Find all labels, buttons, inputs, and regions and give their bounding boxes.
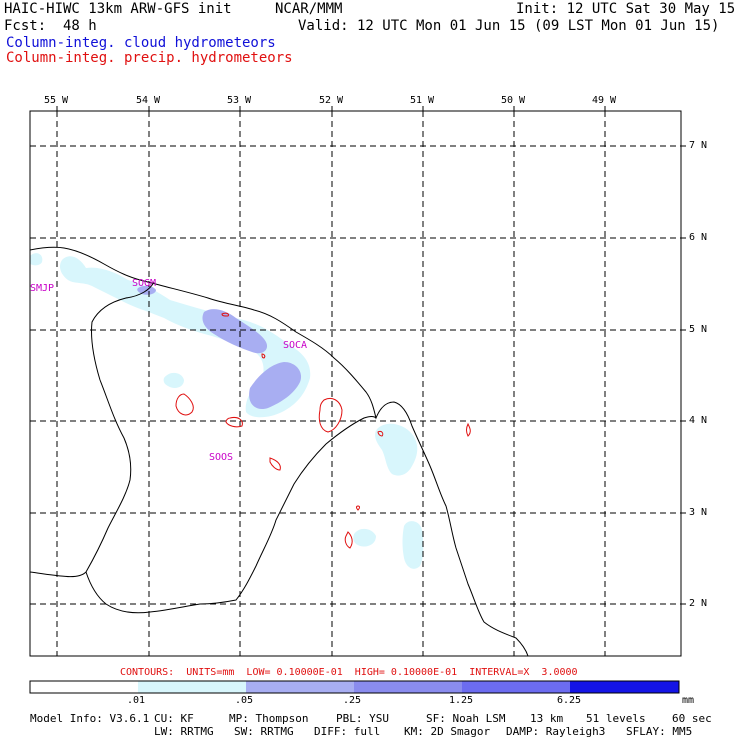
model-info-res: 13 km [530,712,564,725]
model-info-levels: 51 levels [586,712,646,725]
organization: NCAR/MMM [275,1,343,17]
station-label: SMJP [30,283,55,294]
colorbar-tick: 6.25 [557,695,582,706]
lon-label-52w: 52 W [319,95,344,106]
colorbar-bin-0 [30,681,138,693]
lon-label-51w: 51 W [410,95,435,106]
init-time: Init: 12 UTC Sat 30 May 15 [516,1,736,17]
lon-label-50w: 50 W [501,95,526,106]
shade-light-islet [163,372,184,388]
lat-label-3n: 3 N [689,507,708,518]
cloud-shading [30,253,424,569]
model-info-pbl: PBL: YSU [336,712,389,725]
colorbar-bin-4 [462,681,570,693]
lat-label-2n: 2 N [689,598,708,609]
lat-label-4n: 4 N [689,415,708,426]
contour-6 [466,422,471,437]
model-info-cu: CU: KF [154,712,194,725]
lon-label-53w: 53 W [227,95,252,106]
precip-contours [175,312,471,549]
model-info-timestep: 60 sec [672,712,712,725]
colorbar-tick: .01 [127,695,146,706]
colorbar-frame [29,680,680,694]
colorbar-bin-2 [246,681,354,693]
shade-light-east-3 [353,528,376,547]
model-info-lw: LW: RRTMG [154,725,214,738]
map-frame [29,110,682,657]
contour-info: CONTOURS: UNITS=mm LOW= 0.10000E-01 HIGH… [120,667,578,678]
valid-time: Valid: 12 UTC Mon 01 Jun 15 (09 LST Mon … [298,18,720,34]
contour-9 [261,353,266,359]
forecast-label: Fcst: [4,18,47,34]
colorbar-units: mm [682,695,695,706]
country-border-1 [30,281,155,578]
model-info-km: KM: 2D Smagor [404,725,491,738]
station-label: SOOS [209,452,234,463]
contour-2 [225,417,243,428]
coastline [30,246,529,656]
lon-label-49w: 49 W [592,95,617,106]
model-info-damp: DAMP: Rayleigh3 [506,725,606,738]
colorbar-bin-5 [570,681,679,693]
lon-label-54w: 54 W [136,95,161,106]
colorbar-bin-3 [354,681,462,693]
contour-5 [344,531,353,549]
model-info-sflay: SFLAY: MM5 [626,725,693,738]
shade-mid-band-1 [202,309,268,354]
contour-10 [356,505,360,511]
country-border-2 [85,416,377,614]
lon-ticks [56,106,606,111]
contour-1 [175,393,194,416]
colorbar-tick: .25 [343,695,362,706]
colorbar [29,680,680,694]
coastlines [30,246,529,656]
lat-ticks [681,145,686,605]
contour-4 [269,457,281,471]
forecast-hours: 48 h [63,18,97,34]
lat-lon-grid [30,111,681,656]
shade-light-northwest [30,253,43,266]
lat-label-6n: 6 N [689,232,708,243]
lat-label-5n: 5 N [689,324,708,335]
station-label: SOGM [132,278,157,289]
field-precip-title: Column-integ. precip. hydrometeors [6,50,293,66]
shade-light-east-1 [375,423,418,476]
model-info-mp: MP: Thompson [229,712,309,725]
field-cloud-title: Column-integ. cloud hydrometeors [6,35,276,51]
model-title: HAIC-HIWC 13km ARW-GFS init [4,1,232,17]
model-info-diff: DIFF: full [314,725,381,738]
model-info-sf: SF: Noah LSM [426,712,506,725]
contour-7 [377,431,384,437]
colorbar-bin-1 [138,681,246,693]
contour-8 [221,312,229,317]
colorbar-tick: .05 [235,695,254,706]
lat-label-7n: 7 N [689,140,708,151]
model-info-version: Model Info: V3.6.1 [30,712,150,725]
model-info-sw: SW: RRTMG [234,725,294,738]
contour-3 [318,397,343,433]
station-label: SOCA [283,340,308,351]
colorbar-tick: 1.25 [449,695,474,706]
shade-light-east-2 [402,521,424,569]
shade-mid-band-2 [249,362,302,410]
shade-light-coast-west [60,256,311,418]
lon-label-55w: 55 W [44,95,69,106]
